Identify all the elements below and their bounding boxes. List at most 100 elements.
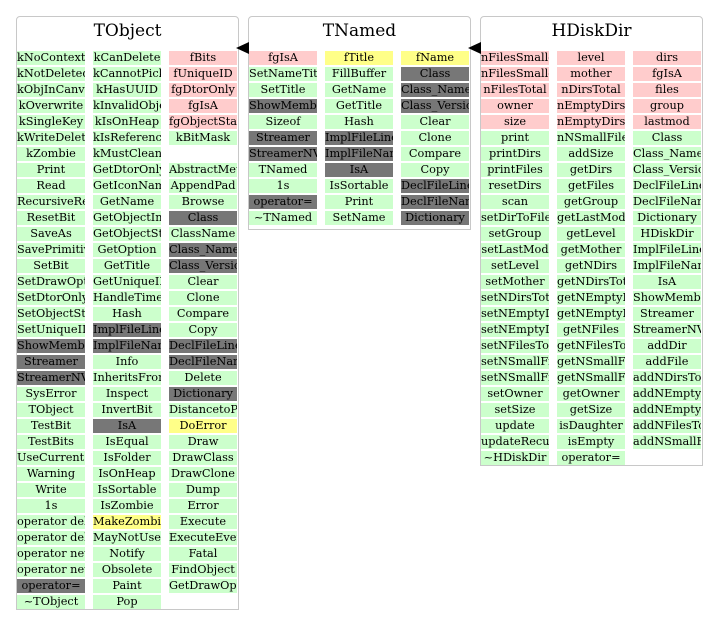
- hdiskdir-member-0-9: scan: [481, 195, 549, 209]
- hdiskdir-member-1-5: nNSmallFilesTotal: [557, 131, 625, 145]
- hdiskdir-member-2-3: group: [633, 99, 701, 113]
- hdiskdir-member-1-3: nEmptyDirs: [557, 99, 625, 113]
- tnamed-member-2-1: Class: [401, 67, 469, 81]
- inheritance-arrow-tnamed-to-tobject: [236, 42, 249, 54]
- tobject-member-1-17: ImplFileLine: [93, 323, 161, 337]
- class-title-hdiskdir: HDiskDir: [551, 21, 632, 41]
- hdiskdir-member-1-7: getDirs: [557, 163, 625, 177]
- tobject-member-1-5: kIsReferenced: [93, 131, 161, 145]
- tobject-member-2-33: GetDrawOption: [169, 579, 237, 593]
- hdiskdir-member-0-16: setNEmptyDirs: [481, 307, 549, 321]
- tobject-member-0-7: Print: [17, 163, 85, 177]
- tobject-member-0-11: SaveAs: [17, 227, 85, 241]
- tobject-member-2-27: Dump: [169, 483, 237, 497]
- tnamed-member-2-4: Clear: [401, 115, 469, 129]
- tobject-member-0-25: UseCurrentStyle: [17, 451, 85, 465]
- tobject-member-1-15: HandleTimer: [93, 291, 161, 305]
- hdiskdir-member-0-24: updateRecursive: [481, 435, 549, 449]
- hdiskdir-member-1-22: getSize: [557, 403, 625, 417]
- class-panel-hdiskdir: HDiskDir nFilesSmallerLimit nFilesSmaller…: [480, 16, 703, 466]
- tobject-member-1-33: Paint: [93, 579, 161, 593]
- hdiskdir-member-2-22: addNEmptyDirsTotal: [633, 403, 701, 417]
- hdiskdir-member-0-11: setGroup: [481, 227, 549, 241]
- class-title-tobject: TObject: [93, 21, 162, 41]
- tobject-member-0-32: operator new[]: [17, 563, 85, 577]
- tobject-member-1-4: kIsOnHeap: [93, 115, 161, 129]
- hdiskdir-member-2-15: ShowMembers: [633, 291, 701, 305]
- hdiskdir-member-1-13: getNDirs: [557, 259, 625, 273]
- hdiskdir-member-1-9: getGroup: [557, 195, 625, 209]
- inheritance-arrow-hdiskdir-to-tnamed: [468, 42, 481, 54]
- tobject-member-1-2: kHasUUID: [93, 83, 161, 97]
- tobject-member-2-19: DeclFileName: [169, 355, 237, 369]
- tobject-member-1-30: MayNotUse: [93, 531, 161, 545]
- tobject-member-1-3: kInvalidObject: [93, 99, 161, 113]
- hdiskdir-member-1-6: addSize: [557, 147, 625, 161]
- tobject-member-2-25: DrawClass: [169, 451, 237, 465]
- tobject-member-0-10: ResetBit: [17, 211, 85, 225]
- hdiskdir-member-1-4: nEmptyDirsTotal: [557, 115, 625, 129]
- hdiskdir-member-2-23: addNFilesTotal: [633, 419, 701, 433]
- hdiskdir-member-0-6: printDirs: [481, 147, 549, 161]
- tobject-member-2-4: fgObjectStat: [169, 115, 237, 129]
- hdiskdir-member-1-14: getNDirsTotal: [557, 275, 625, 289]
- hdiskdir-member-1-24: isEmpty: [557, 435, 625, 449]
- hdiskdir-member-2-2: files: [633, 83, 701, 97]
- hdiskdir-member-2-5: Class: [633, 131, 701, 145]
- tobject-member-2-17: Copy: [169, 323, 237, 337]
- hdiskdir-member-2-6: Class_Name: [633, 147, 701, 161]
- tobject-member-1-8: GetIconName: [93, 179, 161, 193]
- tobject-member-2-12: Class_Name: [169, 243, 237, 257]
- hdiskdir-member-2-20: addNDirsTotal: [633, 371, 701, 385]
- hdiskdir-member-2-19: addFile: [633, 355, 701, 369]
- hdiskdir-member-2-12: ImplFileLine: [633, 243, 701, 257]
- tobject-member-1-9: GetName: [93, 195, 161, 209]
- tobject-member-2-15: Clone: [169, 291, 237, 305]
- tobject-member-0-0: kNoContextMenu: [17, 51, 85, 65]
- hdiskdir-member-2-13: ImplFileName: [633, 259, 701, 273]
- tnamed-member-0-5: Streamer: [249, 131, 317, 145]
- hdiskdir-member-2-0: dirs: [633, 51, 701, 65]
- tnamed-member-0-2: SetTitle: [249, 83, 317, 97]
- class-panel-tnamed: TNamed fgIsA SetNameTitle SetTitle ShowMemb…: [248, 16, 471, 230]
- tnamed-member-0-3: ShowMembers: [249, 99, 317, 113]
- tobject-member-0-14: SetDrawOption: [17, 275, 85, 289]
- hdiskdir-member-2-1: fgIsA: [633, 67, 701, 81]
- tobject-member-0-8: Read: [17, 179, 85, 193]
- hdiskdir-member-0-12: setLastMod: [481, 243, 549, 257]
- tobject-member-0-18: ShowMembers: [17, 339, 85, 353]
- tobject-member-1-27: IsSortable: [93, 483, 161, 497]
- hdiskdir-member-0-3: owner: [481, 99, 549, 113]
- tnamed-member-1-6: ImplFileName: [325, 147, 393, 161]
- tobject-member-2-28: Error: [169, 499, 237, 513]
- tnamed-member-0-4: Sizeof: [249, 115, 317, 129]
- hdiskdir-member-2-21: addNEmptyDirs: [633, 387, 701, 401]
- tobject-member-1-24: IsEqual: [93, 435, 161, 449]
- tobject-member-2-2: fgDtorOnly: [169, 83, 237, 97]
- tobject-member-0-15: SetDtorOnly: [17, 291, 85, 305]
- tobject-member-0-2: kObjInCanvas: [17, 83, 85, 97]
- hdiskdir-member-2-9: DeclFileName: [633, 195, 701, 209]
- tobject-member-0-22: TObject: [17, 403, 85, 417]
- tnamed-member-0-9: operator=: [249, 195, 317, 209]
- tobject-member-2-8: AppendPad: [169, 179, 237, 193]
- hdiskdir-member-2-14: IsA: [633, 275, 701, 289]
- hdiskdir-member-0-20: setNSmallFilesTotal: [481, 371, 549, 385]
- tobject-member-1-21: Inspect: [93, 387, 161, 401]
- hdiskdir-member-0-13: setLevel: [481, 259, 549, 273]
- tobject-member-1-18: ImplFileName: [93, 339, 161, 353]
- tnamed-member-2-9: DeclFileName: [401, 195, 469, 209]
- hdiskdir-member-1-16: getNEmptyDirsTotal: [557, 307, 625, 321]
- class-title-tnamed: TNamed: [322, 21, 397, 41]
- tnamed-member-2-0: fName: [401, 51, 469, 65]
- hdiskdir-member-0-23: update: [481, 419, 549, 433]
- tobject-member-0-24: TestBits: [17, 435, 85, 449]
- hdiskdir-member-0-5: print: [481, 131, 549, 145]
- tobject-member-1-28: IsZombie: [93, 499, 161, 513]
- tnamed-member-1-3: GetTitle: [325, 99, 393, 113]
- tnamed-member-2-7: Copy: [401, 163, 469, 177]
- tnamed-member-1-7: IsA: [325, 163, 393, 177]
- tobject-member-2-5: kBitMask: [169, 131, 237, 145]
- tobject-member-2-14: Clear: [169, 275, 237, 289]
